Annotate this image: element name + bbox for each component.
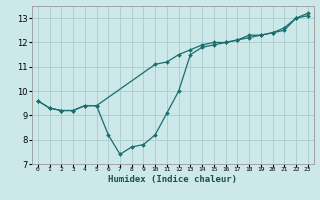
X-axis label: Humidex (Indice chaleur): Humidex (Indice chaleur): [108, 175, 237, 184]
